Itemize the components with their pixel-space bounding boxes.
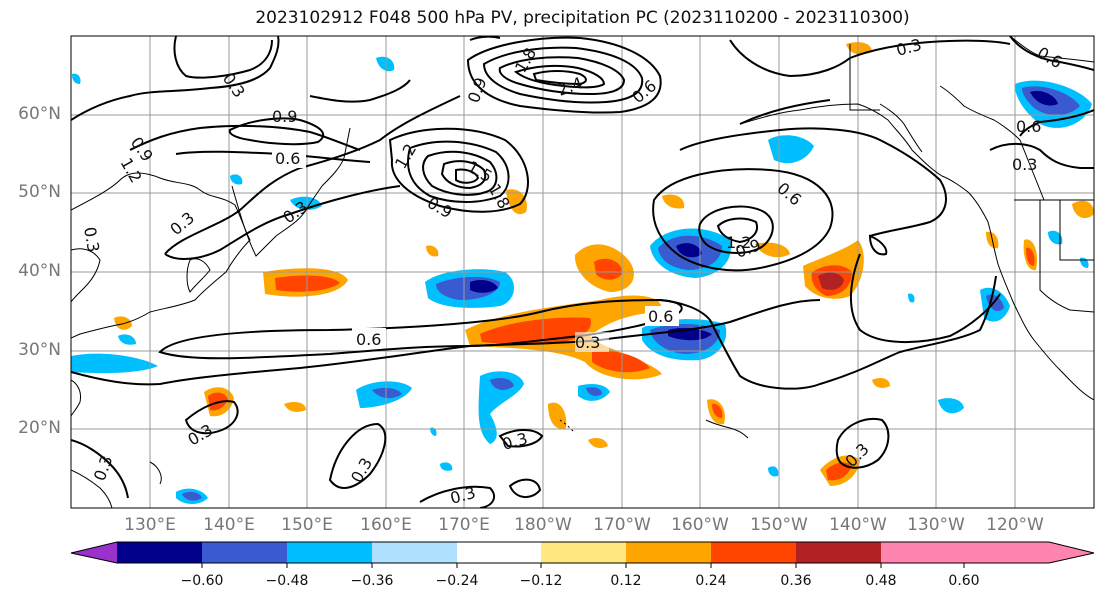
colorbar-tick-label: 0.60 [948, 573, 980, 589]
colorbar-segment [287, 542, 372, 563]
contour-label: 0.3 [575, 333, 600, 352]
map-plot-area: 0.6 0.6 0.3 0.6 0.9 1.2 0.9 0.3 0.3 0.3 … [71, 35, 1094, 508]
negative-anomaly [1048, 230, 1063, 245]
positive-anomaly [826, 462, 852, 481]
lon-label-130w: 130°W [907, 515, 965, 535]
colorbar-tick-label: −0.60 [180, 573, 224, 589]
contour-label: 0.3 [894, 35, 924, 60]
lon-label-140e: 140°E [203, 515, 255, 535]
positive-anomaly [594, 258, 623, 280]
positive-anomaly [114, 316, 132, 330]
contour-label: 0.3 [80, 225, 103, 253]
negative-anomaly [118, 334, 136, 345]
lon-label-170e: 170°E [438, 515, 490, 535]
pv-contours [71, 36, 1094, 508]
colorbar-segment [202, 542, 287, 563]
colorbar [70, 541, 1095, 568]
map-frame [70, 35, 1095, 509]
positive-anomaly [284, 402, 306, 412]
positive-anomaly [818, 272, 844, 290]
colorbar-extend-high [881, 542, 1094, 563]
negative-anomaly [470, 280, 498, 293]
lon-label-150w: 150°W [750, 515, 808, 535]
positive-anomaly [846, 42, 872, 55]
colorbar-tick-label: 0.36 [780, 573, 812, 589]
colorbar-segment [626, 542, 711, 563]
colorbar-segment [117, 542, 202, 563]
colorbar-segment [711, 542, 796, 563]
negative-anomaly [768, 466, 779, 477]
positive-anomaly [1072, 200, 1094, 219]
colorbar-segment [372, 542, 457, 563]
negative-anomaly [1030, 90, 1058, 106]
negative-anomaly [430, 427, 437, 436]
lon-label-140w: 140°W [829, 515, 887, 535]
negative-anomaly [372, 387, 402, 399]
contour-label: 0.3 [1012, 155, 1037, 174]
lon-label-170w: 170°W [593, 515, 651, 535]
negative-anomaly [938, 398, 964, 414]
colorbar-extend-low [71, 542, 117, 563]
colorbar-segment [541, 542, 626, 563]
lon-label-150e: 150°E [281, 515, 333, 535]
contour-label: 0.6 [1016, 117, 1041, 136]
colorbar-tick-label: −0.48 [265, 573, 309, 589]
lon-label-180w: 180°W [514, 515, 572, 535]
contour-label: 0.6 [356, 330, 381, 349]
lon-label-120w: 120°W [986, 515, 1044, 535]
positive-anomaly [426, 245, 439, 257]
lat-label-20n: 20°N [18, 418, 61, 438]
lon-label-160w: 160°W [671, 515, 729, 535]
colorbar-tick-label: 0.12 [610, 573, 642, 589]
positive-anomaly [712, 403, 723, 418]
colorbar-tick-label: 0.48 [865, 573, 897, 589]
positive-anomaly [872, 378, 890, 388]
positive-anomaly [662, 194, 685, 209]
lon-label-130e: 130°E [124, 515, 176, 535]
negative-anomaly [586, 387, 602, 396]
positive-anomaly [1026, 247, 1035, 266]
colorbar-segment [796, 542, 881, 563]
lat-label-40n: 40°N [18, 261, 61, 281]
negative-anomaly [478, 371, 524, 444]
positive-anomaly [588, 438, 608, 448]
contour-label: 0.6 [275, 149, 300, 168]
positive-anomaly [592, 350, 650, 373]
colorbar-tick-label: 0.24 [695, 573, 727, 589]
colorbar-segment [457, 542, 541, 563]
colorbar-tick-label: −0.24 [435, 573, 479, 589]
coastlines [71, 36, 1094, 508]
negative-anomaly [72, 73, 81, 84]
negative-anomaly [490, 378, 514, 390]
negative-anomaly [230, 174, 243, 185]
lat-label-30n: 30°N [18, 340, 61, 360]
contour-label: 1.2 [726, 233, 751, 252]
positive-anomaly [548, 402, 567, 429]
contour-label: 0.9 [272, 107, 297, 126]
colorbar-tick-label: −0.36 [350, 573, 394, 589]
negative-anomaly [908, 293, 915, 303]
colorbar-ticks [201, 563, 965, 568]
colorbar-tick-label: −0.12 [519, 573, 563, 589]
negative-anomaly [182, 491, 202, 501]
contour-label: 0.6 [648, 307, 673, 326]
negative-anomaly [676, 243, 702, 258]
lon-label-160e: 160°E [360, 515, 412, 535]
lat-label-50n: 50°N [18, 182, 61, 202]
negative-anomaly [376, 56, 395, 72]
lat-label-60n: 60°N [18, 104, 61, 124]
map-title: 2023102912 F048 500 hPa PV, precipitatio… [255, 8, 910, 28]
negative-anomaly [440, 462, 453, 471]
negative-anomaly [71, 353, 158, 374]
